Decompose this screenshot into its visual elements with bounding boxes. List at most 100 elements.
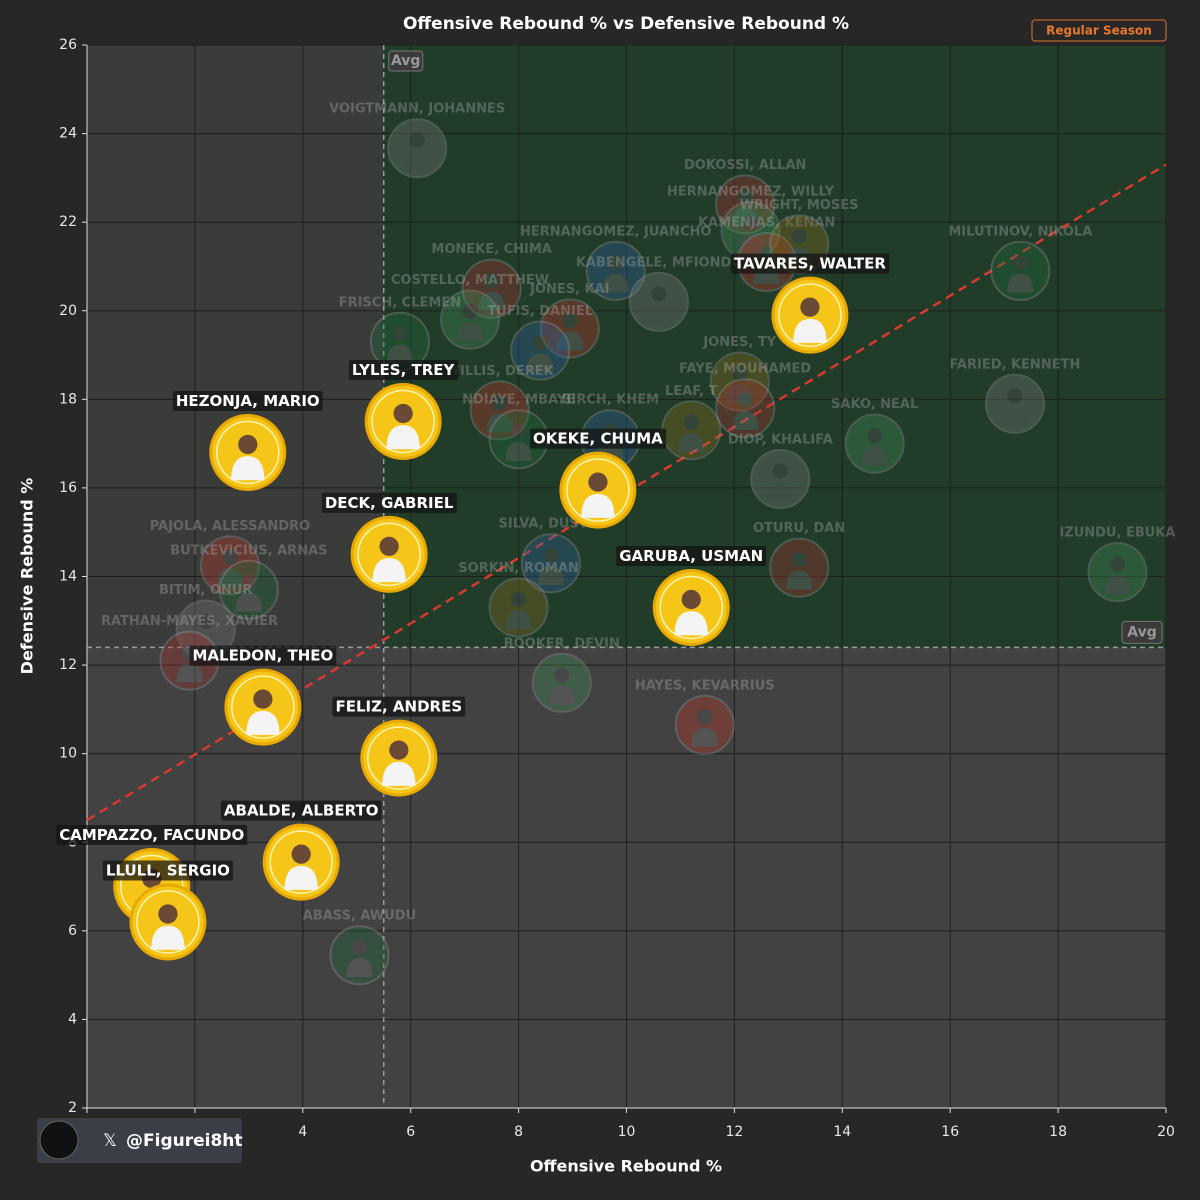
- player: [488, 409, 549, 470]
- player-body: [786, 570, 813, 590]
- player-body: [235, 592, 262, 612]
- highlight-player: [360, 719, 438, 797]
- player-body: [486, 413, 513, 433]
- player-head: [158, 904, 178, 924]
- player-label: FELIZ, ANDRES: [336, 698, 463, 716]
- player-marker: [488, 577, 549, 638]
- player-marker: [387, 118, 448, 179]
- label-bg: [321, 492, 457, 513]
- watermark-logo: 𝕏: [103, 1131, 117, 1151]
- player-label: OTURU, DAN: [753, 521, 845, 536]
- player: [329, 925, 390, 986]
- highlight-player: [262, 823, 340, 901]
- player: [440, 289, 501, 350]
- y-tick-label: 18: [59, 391, 77, 407]
- player-head: [588, 472, 608, 492]
- quadrant: [87, 45, 384, 648]
- marker-ring: [367, 726, 431, 790]
- player-head: [532, 335, 548, 351]
- avg-label: Avg: [391, 53, 420, 69]
- highlight-player: [129, 883, 207, 961]
- player-label: NDIAYE, MBAYE: [462, 393, 575, 408]
- x-tick-label: 20: [1157, 1124, 1175, 1140]
- player-label: RATHAN-MAYES, XAVIER: [101, 614, 278, 629]
- y-axis-label: Defensive Rebound %: [18, 478, 37, 675]
- player-label: KABENGELE, MFIONDU: [576, 255, 742, 270]
- marker-ring: [371, 389, 435, 454]
- player-body: [861, 446, 888, 466]
- player-label: HERNANGOMEZ, WILLY: [667, 185, 835, 200]
- player-label: BIRCH, KHEM: [562, 393, 659, 408]
- player-label: BITIM, ONUR: [159, 583, 252, 598]
- player-head: [697, 709, 713, 725]
- label-bg: [189, 645, 337, 666]
- badge-box[interactable]: [1031, 19, 1167, 42]
- player-body: [602, 273, 629, 293]
- marker-ring: [357, 522, 421, 587]
- player-label: DIOP, KHALIFA: [728, 433, 833, 448]
- player-marker: [461, 258, 522, 319]
- player-marker: [510, 320, 571, 381]
- player-label: KAMENJAS, KENAN: [698, 216, 835, 231]
- player-head: [543, 547, 559, 563]
- label-bg: [730, 253, 890, 274]
- highlight-player: [364, 382, 442, 460]
- player-body: [678, 433, 705, 453]
- player-marker: [984, 373, 1045, 434]
- chart-title: Offensive Rebound % vs Defensive Rebound…: [403, 14, 849, 34]
- avg-label: Avg: [1127, 624, 1156, 640]
- player: [539, 298, 600, 359]
- player: [709, 351, 770, 412]
- player-label: FAYE, MOUHAMED: [679, 362, 811, 377]
- highlight-player: [771, 276, 849, 354]
- marker-ring: [269, 830, 333, 894]
- player-body: [1104, 574, 1131, 594]
- player: [720, 201, 781, 262]
- player-head: [737, 392, 753, 408]
- player-head: [222, 549, 238, 565]
- player-body: [793, 318, 827, 343]
- player-label: MALEDON, THEO: [192, 647, 333, 665]
- player-body: [732, 207, 759, 227]
- player: [674, 694, 735, 755]
- x-tick-label: 4: [298, 1124, 307, 1140]
- y-tick-label: 20: [59, 303, 77, 319]
- player-marker: [715, 174, 776, 235]
- player-head: [867, 428, 883, 444]
- player-marker: [674, 694, 735, 755]
- player: [661, 400, 722, 461]
- player-head: [409, 132, 425, 148]
- player-label: DOKOSSI, ALLAN: [684, 158, 806, 173]
- player-body: [767, 481, 794, 501]
- label-bg: [348, 359, 459, 380]
- player-label: DECK, GABRIEL: [325, 494, 454, 512]
- watermark-box: [37, 1118, 242, 1163]
- player-label: SAKO, NEAL: [831, 397, 918, 412]
- player-label: SORKIN, ROMAN: [458, 561, 579, 576]
- badge[interactable]: Regular Season: [1046, 24, 1152, 38]
- player-label: TUFIS, DANIEL: [487, 304, 593, 319]
- player-head: [462, 304, 478, 320]
- highlight-player: [224, 668, 302, 746]
- marker-ring: [231, 675, 295, 739]
- player-head: [389, 740, 409, 760]
- player-head: [1007, 388, 1023, 404]
- player-body: [372, 558, 406, 583]
- player-body: [176, 663, 203, 683]
- x-tick-label: 6: [406, 1124, 415, 1140]
- x-tick-label: 16: [941, 1124, 959, 1140]
- player-marker: [709, 351, 770, 412]
- x-tick-label: 8: [514, 1124, 523, 1140]
- player: [984, 373, 1045, 434]
- player-head: [800, 297, 820, 317]
- player-head: [651, 286, 667, 302]
- player-label: HEZONJA, MARIO: [176, 392, 320, 410]
- player-body: [556, 331, 583, 351]
- player-head: [511, 423, 527, 439]
- player: [750, 449, 811, 510]
- player-label: FRISCH, CLEMEN: [339, 295, 461, 310]
- player-head: [1012, 255, 1028, 271]
- player: [510, 320, 571, 381]
- player: [387, 118, 448, 179]
- x-tick-label: 18: [1049, 1124, 1067, 1140]
